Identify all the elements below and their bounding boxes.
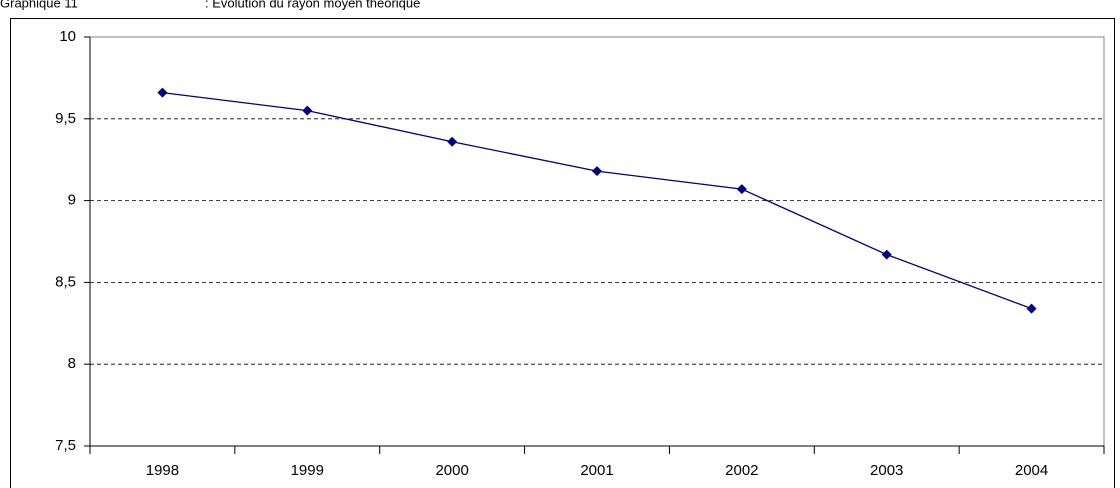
x-tick-label: 1999 xyxy=(291,462,324,479)
x-tick-label: 2004 xyxy=(1015,462,1048,479)
y-tick-label: 10 xyxy=(59,28,76,45)
point-marker xyxy=(1026,303,1037,314)
x-tick-label: 2003 xyxy=(870,462,903,479)
point-marker xyxy=(592,166,602,177)
x-tick-label: 2000 xyxy=(435,462,468,479)
x-tick-label: 2001 xyxy=(580,462,613,479)
y-tick-label: 9 xyxy=(68,192,76,209)
y-tick-label: 9,5 xyxy=(55,110,76,127)
x-tick-label: 2002 xyxy=(725,462,758,479)
point-marker xyxy=(447,136,458,147)
point-marker xyxy=(302,105,313,116)
plot-area xyxy=(89,36,1105,447)
point-marker xyxy=(881,249,892,260)
point-marker xyxy=(157,87,168,98)
chart-label: Graphique 11 xyxy=(0,0,78,10)
chart-title: : Evolution du rayon moyen théorique xyxy=(205,0,420,10)
y-tick-label: 8,5 xyxy=(55,273,76,290)
x-tick-label: 1998 xyxy=(146,462,179,479)
y-tick-label: 8 xyxy=(68,355,76,372)
y-tick-label: 7,5 xyxy=(55,437,76,454)
point-marker xyxy=(736,184,747,195)
